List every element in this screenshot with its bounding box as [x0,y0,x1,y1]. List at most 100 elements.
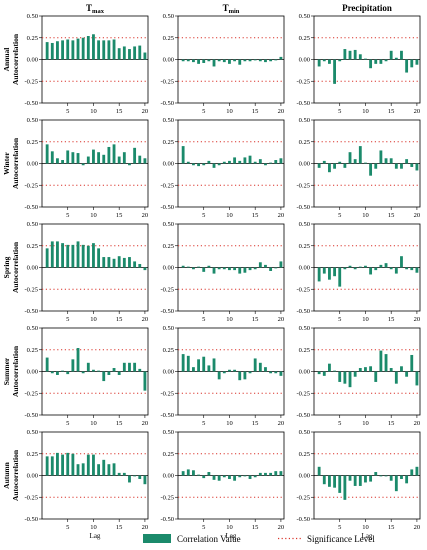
bar-lag-15 [389,50,393,60]
bar-lag-4 [197,266,200,268]
bar-lag-4 [61,454,64,476]
y-tick-label: 0.50 [27,221,38,228]
bar-lag-5 [338,267,342,287]
panel-spring-tmin: 0.50 0.25 0.00 -0.25 -0.50 5 10 15 20 [160,221,285,323]
x-tick-label: 15 [388,212,395,219]
bar-lag-3 [328,363,331,372]
bar-lag-16 [394,475,398,492]
y-tick-label: 0.00 [299,57,310,64]
x-tick-label: 10 [362,420,369,427]
bar-lag-17 [264,367,267,372]
y-tick-label: -0.50 [296,204,310,211]
bar-lag-8 [353,159,357,164]
bar-lag-18 [405,59,409,73]
bar-lag-12 [102,154,106,164]
y-tick-label: -0.50 [296,308,310,315]
y-tick-label: 0.00 [299,161,310,168]
x-tick-label: 15 [116,524,123,531]
bar-lag-1 [181,265,185,268]
x-tick-label: 10 [362,524,369,531]
y-tick-label: 0.25 [27,139,38,146]
x-tick-label: 5 [202,212,205,219]
bar-lag-3 [192,470,195,476]
bar-lag-20 [415,371,419,386]
bar-lag-7 [212,475,216,480]
bar-lag-11 [97,370,101,372]
bar-lag-17 [128,475,131,483]
bar-lag-19 [138,368,142,372]
bar-lag-6 [343,475,347,500]
bar-lag-9 [86,362,90,372]
bar-lag-16 [258,159,262,164]
bar-lag-10 [228,160,231,164]
bar-lag-16 [394,163,398,169]
bar-lag-18 [133,46,137,60]
bar-lag-18 [269,371,273,374]
bar-lag-10 [364,162,367,164]
bar-lag-3 [328,59,331,64]
bar-lag-17 [264,59,267,63]
x-tick-label: 5 [66,316,69,323]
bar-lag-4 [333,370,336,372]
x-tick-label: 20 [414,108,421,115]
bar-lag-16 [394,371,398,384]
bar-lag-13 [243,157,247,164]
y-tick-label: -0.25 [160,286,174,293]
bar-lag-8 [353,475,357,486]
bar-lag-11 [369,475,373,482]
bar-lag-14 [384,59,388,62]
y-tick-label: -0.50 [296,516,310,523]
bar-lag-14 [112,368,116,372]
bar-lag-6 [343,267,347,270]
x-tick-label: 15 [252,524,259,531]
y-tick-label: -0.25 [296,494,310,501]
legend-bar-swatch [143,534,171,543]
bar-lag-11 [233,475,237,481]
bar-lag-15 [117,371,121,375]
x-tick-label: 20 [278,316,285,323]
bar-lag-13 [107,371,111,375]
bar-lag-1 [181,354,185,372]
panel-spring-prcp: 0.50 0.25 0.00 -0.25 -0.50 5 10 15 20 [296,221,421,323]
bar-lag-5 [202,59,206,63]
bar-lag-2 [322,475,326,485]
bar-lag-6 [71,40,75,60]
bar-lag-20 [279,56,283,60]
bar-lag-10 [92,149,95,164]
legend: Correlation Value Significance Level [143,534,375,544]
bar-lag-20 [415,163,419,171]
bar-lag-7 [212,267,216,274]
y-tick-label: -0.25 [160,182,174,189]
y-tick-label: 0.50 [299,429,310,436]
bar-lag-11 [369,59,373,69]
bar-lag-18 [405,371,409,377]
bar-lag-19 [138,45,142,60]
y-tick-label: 0.50 [27,429,38,436]
bar-lag-10 [228,475,231,479]
x-tick-label: 15 [116,420,123,427]
y-tick-label: 0.25 [163,139,174,146]
bar-lag-1 [317,267,321,282]
y-tick-label: 0.50 [163,13,174,20]
bar-lag-14 [384,158,388,164]
bar-lag-7 [212,163,216,168]
row-label-summer: Summer [2,357,11,385]
x-tick-label: 15 [252,212,259,219]
bar-lag-6 [343,371,347,384]
bar-lag-12 [374,267,378,271]
bar-lag-10 [228,369,231,372]
bar-lag-5 [66,244,70,268]
bar-lag-11 [97,464,101,476]
x-tick-label: 10 [226,420,233,427]
bar-lag-12 [102,257,106,268]
bar-lag-3 [56,241,59,268]
bar-lag-20 [279,471,283,476]
y-tick-label: -0.25 [24,78,38,85]
y-tick-label: 0.25 [163,347,174,354]
x-tick-label: 20 [414,524,421,531]
bar-lag-4 [61,243,64,268]
x-tick-label: 5 [202,524,205,531]
x-tick-label: 20 [414,212,421,219]
bar-lag-19 [138,155,142,164]
x-tick-label: 10 [90,212,97,219]
